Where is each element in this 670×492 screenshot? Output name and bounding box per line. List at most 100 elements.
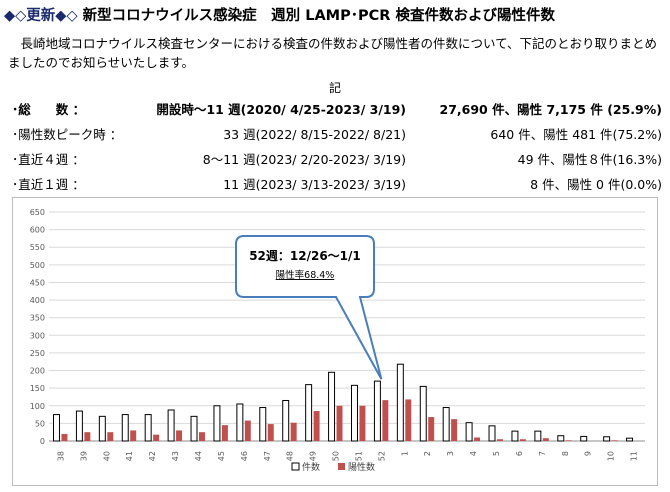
bar-tests <box>511 430 519 442</box>
bar-positives <box>542 438 549 441</box>
x-tick-label: 41 <box>125 451 134 461</box>
x-tick-label: 50 <box>332 451 341 461</box>
x-tick-label: 39 <box>79 451 88 461</box>
bar-tests <box>580 435 588 442</box>
x-tick-label: 3 <box>446 451 455 456</box>
x-tick-label: 40 <box>102 451 111 461</box>
y-tick-label: 200 <box>30 367 45 376</box>
bar-tests <box>465 422 473 442</box>
bar-tests <box>373 380 381 442</box>
bar-tests <box>488 425 496 442</box>
intro-paragraph: 長崎地域コロナウイルス検査センターにおける検査の件数および陽性者の件数について、… <box>8 36 658 70</box>
y-tick-label: 550 <box>30 243 45 252</box>
bar-tests <box>98 415 106 442</box>
x-tick-label: 11 <box>630 451 639 461</box>
summary-label: ･直近１週 ： <box>12 177 85 192</box>
x-tick-label: 49 <box>309 451 318 461</box>
bar-tests <box>534 430 542 442</box>
update-tag: ◆◇更新◆◇ <box>4 8 78 24</box>
x-tick-label: 2 <box>423 451 432 456</box>
bar-positives <box>153 434 160 441</box>
bar-positives <box>611 440 618 441</box>
bar-tests <box>144 414 152 442</box>
bar-positives <box>336 405 343 441</box>
bar-positives <box>176 430 183 441</box>
y-tick-label: 0 <box>40 437 45 446</box>
bar-tests <box>75 410 83 442</box>
summary-period: 33 週(2022/ 8/15-2022/ 8/21) <box>223 127 406 142</box>
bar-positives <box>313 411 320 441</box>
summary-label: ･直近４週 ： <box>12 152 85 167</box>
callout-text: 陽性率68.4% <box>276 269 335 281</box>
legend-swatch-positives <box>338 463 345 470</box>
bar-positives <box>428 417 435 441</box>
y-tick-label: 500 <box>30 261 45 270</box>
ki-mark: 記 <box>328 81 341 95</box>
bar-positives <box>497 439 503 441</box>
bar-tests <box>396 363 404 442</box>
y-tick-label: 350 <box>30 314 45 323</box>
x-tick-label: 4 <box>469 451 478 456</box>
bar-positives <box>61 433 68 441</box>
x-tick-label: 52 <box>377 451 386 461</box>
bar-positives <box>519 439 526 441</box>
callout-bubble <box>235 235 383 380</box>
x-tick-label: 43 <box>171 451 180 461</box>
summary-label: ･陽性数ピーク時 ： <box>12 127 123 142</box>
y-tick-label: 600 <box>30 226 45 235</box>
x-tick-label: 9 <box>584 451 593 456</box>
bar-tests <box>626 437 634 442</box>
bar-tests <box>167 409 175 442</box>
x-tick-label: 44 <box>194 451 203 461</box>
bar-tests <box>442 407 450 442</box>
bar-positives <box>221 425 228 441</box>
bar-positives <box>405 399 412 441</box>
y-tick-label: 50 <box>35 419 45 428</box>
bar-tests <box>53 414 60 442</box>
bar-tests <box>213 405 221 442</box>
bar-positives <box>290 422 297 441</box>
bar-positives <box>474 437 481 441</box>
x-tick-label: 46 <box>240 451 249 461</box>
page-title: ◆◇更新◆◇ 新型コロナウイルス感染症 週別 LAMP･PCR 検査件数および陽… <box>4 4 668 26</box>
summary-row-4weeks: ･直近４週 ： 8～11 週(2023/ 2/20-2023/ 3/19) 49… <box>12 149 662 169</box>
bar-chart: 0501001502002503003504004505005506006503… <box>30 208 645 473</box>
x-tick-label: 48 <box>286 451 295 461</box>
summary-result: 640 件、陽性 481 件(75.2%) <box>490 127 662 142</box>
y-tick-label: 400 <box>30 296 45 305</box>
summary-row-peak: ･陽性数ピーク時 ： 33 週(2022/ 8/15-2022/ 8/21) 6… <box>12 124 662 144</box>
title-text: 新型コロナウイルス感染症 週別 LAMP･PCR 検査件数および陽性件数 <box>82 8 555 24</box>
bar-positives <box>130 430 137 441</box>
x-tick-label: 38 <box>56 451 65 461</box>
legend-swatch-tests <box>291 462 300 471</box>
bar-positives <box>84 432 91 441</box>
bar-positives <box>382 400 389 441</box>
bar-tests <box>259 407 267 442</box>
summary-row-total: ･総 数 ： 開設時～11 週(2020/ 4/25-2023/ 3/19) 2… <box>12 99 662 119</box>
bar-positives <box>451 419 458 441</box>
bar-positives <box>267 424 274 441</box>
callout-title: 52週：12/26～1/1 <box>249 248 361 263</box>
bar-positives <box>565 440 572 441</box>
y-tick-label: 650 <box>30 208 45 217</box>
bar-tests <box>557 435 565 442</box>
x-tick-label: 42 <box>148 451 157 461</box>
bar-tests <box>236 403 244 442</box>
bar-tests <box>603 436 611 442</box>
x-tick-label: 45 <box>217 451 226 461</box>
bar-tests <box>121 414 129 442</box>
bar-tests <box>282 399 290 442</box>
bar-positives <box>199 432 205 441</box>
x-tick-label: 10 <box>607 451 616 461</box>
bar-tests <box>305 384 313 442</box>
summary-result: 27,690 件、陽性 7,175 件 (25.9%) <box>439 102 662 117</box>
y-tick-label: 150 <box>30 384 45 393</box>
bar-tests <box>328 371 336 442</box>
chart-container: 0 50 100 150 200 250 300 350 400 450 500 550 600 650 3… <box>12 197 658 486</box>
summary-period: 開設時～11 週(2020/ 4/25-2023/ 3/19) <box>156 102 406 117</box>
bar-tests <box>190 415 198 442</box>
y-tick-label: 250 <box>30 349 45 358</box>
bar-positives <box>244 420 251 441</box>
bar-positives <box>359 405 366 441</box>
y-tick-label: 100 <box>30 402 45 411</box>
